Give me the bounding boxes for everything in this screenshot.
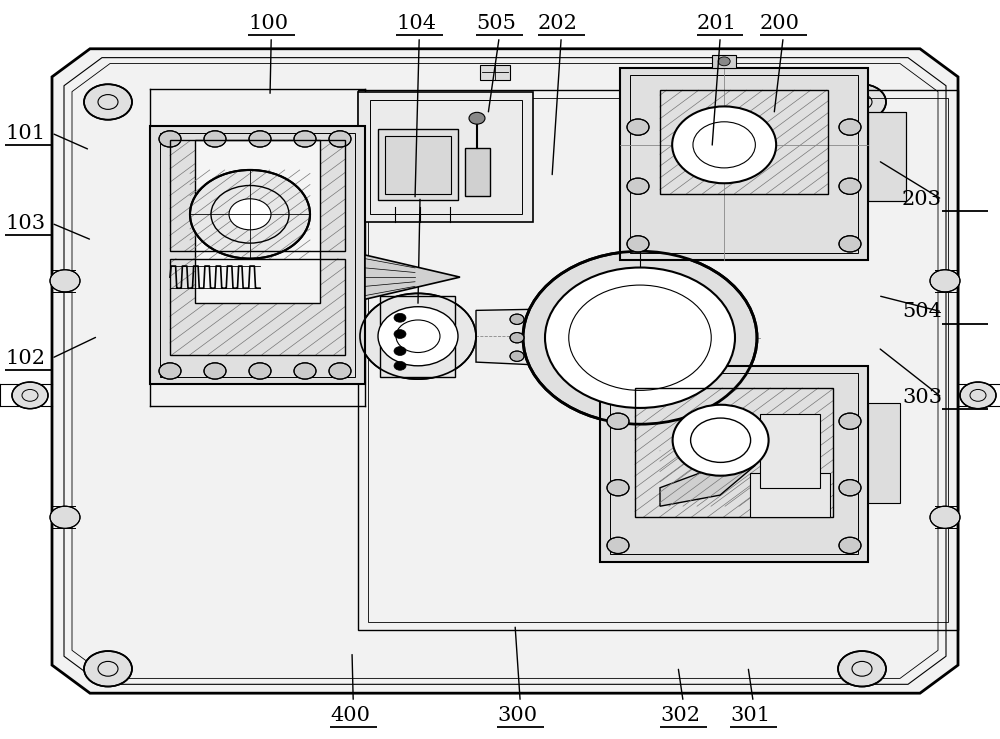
Bar [610,373,858,554]
Bar [358,90,958,630]
Bar [712,55,736,68]
Circle shape [510,314,524,324]
Circle shape [50,270,80,292]
Circle shape [607,537,629,554]
Circle shape [839,537,861,554]
Circle shape [545,268,735,408]
Text: 100: 100 [248,14,288,33]
Circle shape [294,363,316,379]
Text: 300: 300 [497,706,537,725]
Circle shape [84,651,132,687]
Text: 201: 201 [697,14,737,33]
Circle shape [159,131,181,147]
Circle shape [204,131,226,147]
Text: 505: 505 [476,14,516,33]
Circle shape [607,480,629,496]
Circle shape [329,363,351,379]
Circle shape [627,178,649,194]
Circle shape [838,84,886,120]
Circle shape [329,131,351,147]
Circle shape [523,251,757,424]
Bar [868,403,900,503]
Text: 504: 504 [902,302,942,321]
Circle shape [510,351,524,361]
Bar [150,126,365,384]
Bar [868,112,906,201]
Circle shape [190,170,310,259]
Bar [385,136,451,194]
Circle shape [838,651,886,687]
Circle shape [394,361,406,370]
Text: 200: 200 [760,14,800,33]
Text: 103: 103 [5,214,45,233]
Bar [635,388,833,517]
Circle shape [632,354,648,366]
Circle shape [673,405,769,476]
Bar [630,75,858,253]
Circle shape [394,313,406,322]
Circle shape [930,270,960,292]
Circle shape [249,131,271,147]
Bar [170,259,345,355]
Circle shape [394,330,406,338]
Bar [195,140,320,303]
Bar [600,366,868,562]
Circle shape [84,84,132,120]
Text: 303: 303 [902,388,942,407]
Circle shape [627,119,649,135]
Bar [368,98,948,622]
Circle shape [839,413,861,429]
Bar [378,129,458,200]
Text: 400: 400 [330,706,370,725]
Circle shape [930,506,960,528]
Bar [760,414,820,488]
Text: 101: 101 [5,123,45,143]
Bar [480,65,510,80]
Text: 301: 301 [730,706,770,725]
Circle shape [672,106,776,183]
Bar [170,140,345,251]
Bar [358,92,533,222]
Circle shape [229,199,271,230]
Circle shape [839,119,861,135]
Circle shape [159,363,181,379]
Circle shape [204,363,226,379]
Circle shape [607,413,629,429]
Circle shape [294,131,316,147]
Circle shape [839,178,861,194]
Circle shape [960,382,996,409]
Text: 102: 102 [5,349,45,368]
Circle shape [378,307,458,366]
Circle shape [249,363,271,379]
Text: 104: 104 [396,14,436,33]
Circle shape [50,506,80,528]
Bar [370,100,522,214]
Polygon shape [476,304,605,370]
Circle shape [469,112,485,124]
Polygon shape [52,49,958,693]
Text: 203: 203 [902,190,942,209]
Circle shape [360,293,476,379]
Circle shape [839,236,861,252]
Bar [660,90,828,194]
Circle shape [12,382,48,409]
Polygon shape [660,451,755,506]
Circle shape [839,480,861,496]
Circle shape [394,347,406,355]
Circle shape [510,333,524,343]
Circle shape [718,57,730,66]
Bar [380,296,455,377]
Bar [465,148,490,196]
Text: 202: 202 [538,14,578,33]
Polygon shape [365,255,460,299]
Circle shape [627,236,649,252]
Bar [750,473,830,517]
Bar [868,112,906,201]
Text: 302: 302 [660,706,700,725]
Bar [620,68,868,260]
Bar [160,133,355,377]
